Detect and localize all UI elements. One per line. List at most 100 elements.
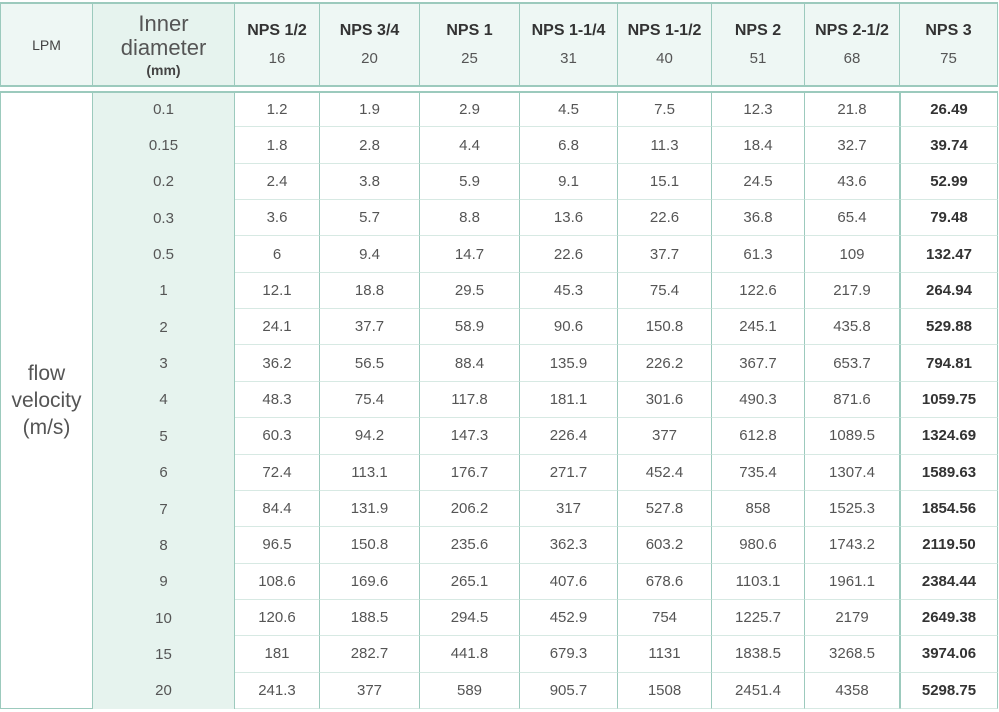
- velocity: 4: [159, 391, 168, 409]
- value-cell: 7.5: [618, 91, 712, 128]
- value: 75.4: [354, 390, 385, 408]
- header-cell: NPS 2-1/2 68: [805, 2, 900, 87]
- value: 13.6: [553, 209, 584, 227]
- value: 131.9: [350, 500, 389, 518]
- value-cell: 3974.06: [900, 636, 998, 673]
- column-diameter: 51: [749, 50, 767, 67]
- value-cell: 653.7: [805, 345, 900, 382]
- value: 1854.56: [921, 500, 977, 518]
- value-cell: 2119.50: [900, 527, 998, 564]
- value: 2.8: [359, 136, 380, 154]
- value-cell: 6: [235, 236, 320, 273]
- value-cell: 188.5: [320, 599, 420, 637]
- column-diameter: 31: [560, 50, 577, 67]
- value: 135.9: [549, 354, 588, 372]
- value: 12.3: [743, 101, 773, 119]
- value: 226.2: [645, 354, 684, 372]
- value-cell: 135.9: [520, 345, 618, 382]
- value-cell: 52.99: [900, 163, 998, 201]
- value-cell: 794.81: [900, 345, 998, 382]
- value: 241.3: [258, 681, 296, 699]
- value: 96.5: [262, 536, 292, 554]
- value: 3268.5: [829, 645, 875, 663]
- value: 6.8: [558, 136, 579, 154]
- header-cell: NPS 1 25: [420, 2, 520, 87]
- value-cell: 1131: [618, 636, 712, 673]
- header-cell: NPS 1/2 16: [235, 2, 320, 87]
- value-cell: 32.7: [805, 127, 900, 164]
- value: 377: [356, 681, 383, 699]
- value-cell: 4.4: [420, 127, 520, 164]
- value: 529.88: [926, 318, 972, 336]
- value: 367.7: [739, 354, 777, 372]
- value-cell: 377: [618, 418, 712, 455]
- velocity-cell: 10: [93, 599, 235, 637]
- velocity-cell: 0.15: [93, 127, 235, 164]
- value-cell: 60.3: [235, 418, 320, 455]
- value: 452.4: [645, 463, 684, 481]
- value-cell: 2179: [805, 599, 900, 637]
- value-cell: 490.3: [712, 381, 805, 419]
- value-cell: 12.1: [235, 272, 320, 310]
- velocity-cell: 6: [93, 454, 235, 491]
- value: 2384.44: [921, 572, 977, 590]
- value: 1961.1: [829, 572, 875, 590]
- value-cell: 2384.44: [900, 563, 998, 600]
- value: 1103.1: [735, 572, 781, 590]
- value-cell: 871.6: [805, 381, 900, 419]
- value-cell: 150.8: [618, 309, 712, 346]
- value: 1059.75: [921, 390, 977, 408]
- value-cell: 1961.1: [805, 563, 900, 600]
- value-cell: 1225.7: [712, 599, 805, 637]
- value-cell: 1743.2: [805, 527, 900, 564]
- value: 206.2: [450, 500, 489, 518]
- value-cell: 441.8: [420, 636, 520, 673]
- column-diameter: 25: [461, 50, 478, 67]
- header-unit: (mm): [146, 61, 181, 78]
- value: 3974.06: [921, 645, 977, 663]
- value: 122.6: [739, 281, 777, 299]
- value: 9.1: [558, 172, 579, 190]
- value: 4.4: [459, 136, 480, 154]
- value: 603.2: [645, 536, 684, 554]
- velocity: 0.3: [153, 209, 174, 227]
- velocity: 10: [155, 609, 172, 627]
- value: 65.4: [837, 209, 867, 227]
- body-label: flow velocity (m/s): [11, 362, 82, 439]
- value-cell: 1089.5: [805, 418, 900, 455]
- value: 871.6: [833, 390, 871, 408]
- velocity-column: [93, 91, 235, 709]
- value-cell: 36.8: [712, 200, 805, 237]
- value: 150.8: [350, 536, 389, 554]
- value: 181.1: [549, 390, 588, 408]
- value-cell: 122.6: [712, 272, 805, 310]
- value-cell: 271.7: [520, 454, 618, 491]
- value: 14.7: [454, 245, 485, 263]
- value-cell: 108.6: [235, 563, 320, 600]
- value-cell: 235.6: [420, 527, 520, 564]
- value-cell: 14.7: [420, 236, 520, 273]
- value-cell: 2451.4: [712, 672, 805, 709]
- value-cell: 2649.38: [900, 599, 998, 637]
- value-cell: 1.8: [235, 127, 320, 164]
- value-cell: 435.8: [805, 309, 900, 346]
- value: 294.5: [450, 609, 489, 627]
- value: 75.4: [649, 281, 680, 299]
- column-name: NPS 3/4: [339, 22, 400, 39]
- value-cell: 245.1: [712, 309, 805, 346]
- value-cell: 88.4: [420, 345, 520, 382]
- value: 56.5: [354, 354, 385, 372]
- value-cell: 3268.5: [805, 636, 900, 673]
- velocity: 2: [159, 318, 168, 336]
- value: 1324.69: [921, 427, 977, 445]
- value-cell: 169.6: [320, 563, 420, 600]
- value: 245.1: [739, 318, 777, 336]
- velocity-cell: 0.2: [93, 163, 235, 201]
- velocity-cell: 0.5: [93, 236, 235, 273]
- header-cell: NPS 3/4 20: [320, 2, 420, 87]
- column-diameter: 40: [656, 50, 673, 67]
- value-cell: 90.6: [520, 309, 618, 346]
- value: 132.47: [926, 245, 972, 263]
- value: 4.5: [558, 101, 579, 119]
